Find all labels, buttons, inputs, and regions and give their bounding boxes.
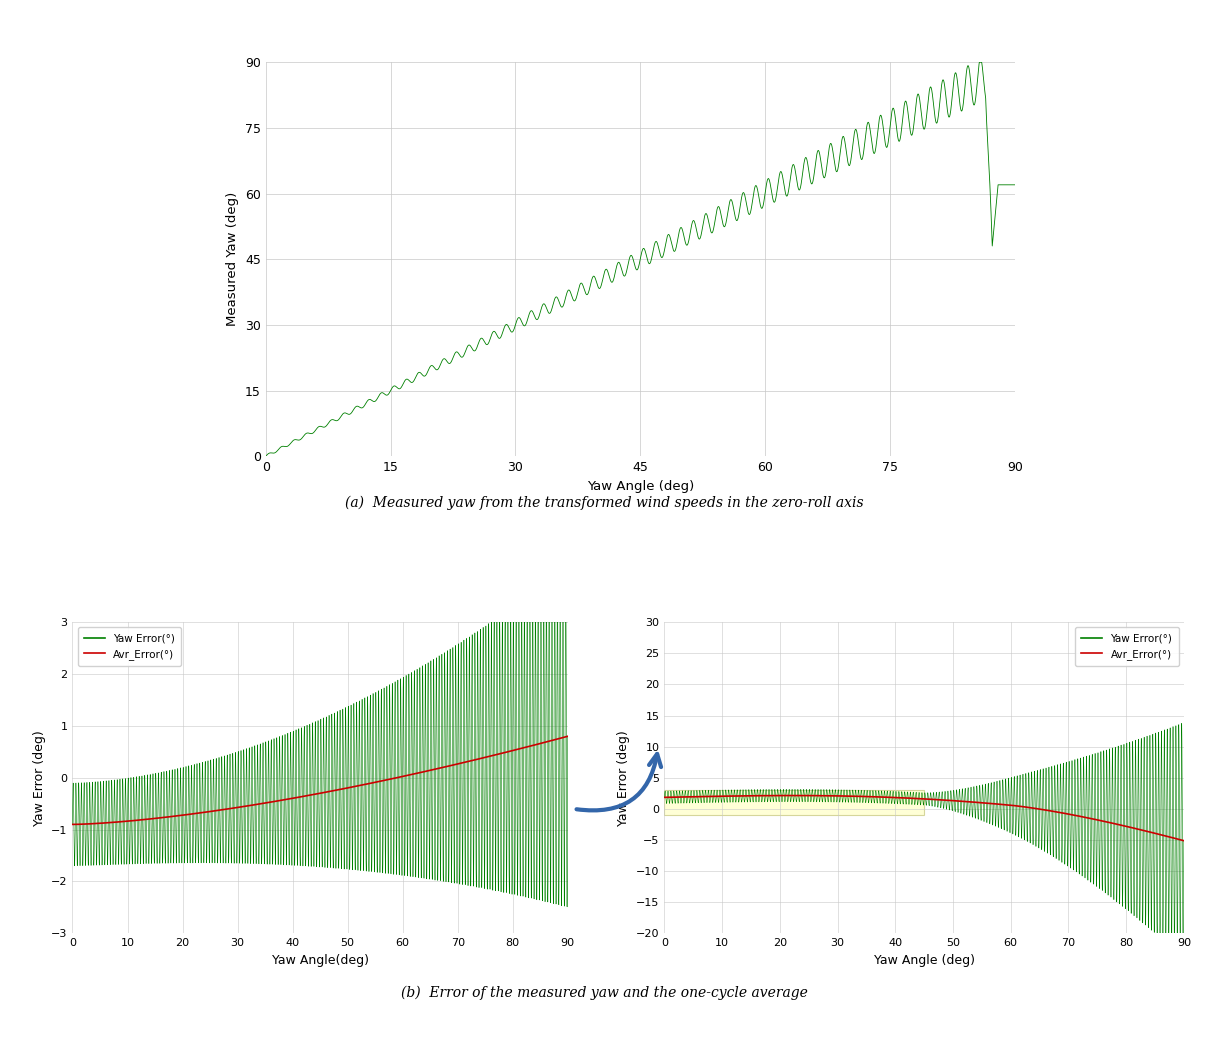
Text: (b)  Error of the measured yaw and the one-cycle average: (b) Error of the measured yaw and the on…	[401, 985, 807, 1000]
Y-axis label: Measured Yaw (deg): Measured Yaw (deg)	[226, 192, 239, 327]
X-axis label: Yaw Angle (deg): Yaw Angle (deg)	[587, 480, 693, 493]
Y-axis label: Yaw Error (deg): Yaw Error (deg)	[617, 730, 631, 825]
Legend: Yaw Error(°), Avr_Error(°): Yaw Error(°), Avr_Error(°)	[77, 627, 181, 666]
FancyArrowPatch shape	[576, 754, 661, 810]
Text: (a)  Measured yaw from the transformed wind speeds in the zero-roll axis: (a) Measured yaw from the transformed wi…	[344, 496, 864, 510]
Legend: Yaw Error(°), Avr_Error(°): Yaw Error(°), Avr_Error(°)	[1075, 627, 1179, 666]
X-axis label: Yaw Angle (deg): Yaw Angle (deg)	[873, 954, 975, 966]
Y-axis label: Yaw Error (deg): Yaw Error (deg)	[33, 730, 46, 825]
X-axis label: Yaw Angle(deg): Yaw Angle(deg)	[272, 954, 368, 966]
Bar	[664, 790, 924, 815]
